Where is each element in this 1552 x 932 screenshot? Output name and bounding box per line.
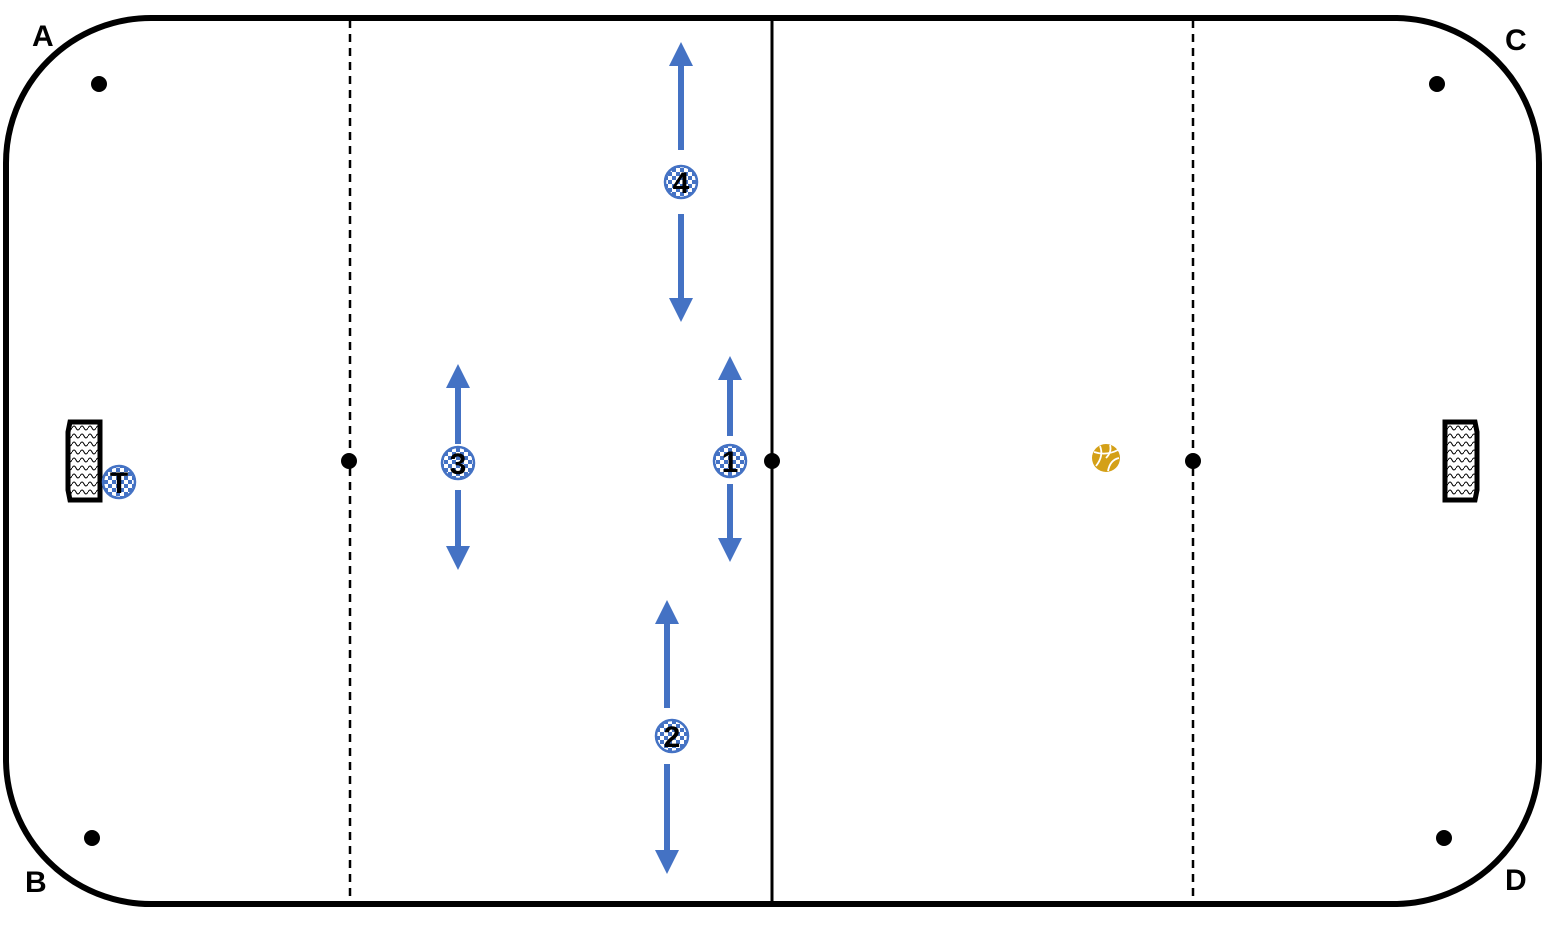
ball-icon[interactable]	[1092, 444, 1120, 472]
player-label: T	[110, 467, 128, 500]
marker-dots	[84, 76, 1452, 846]
player-label: 4	[673, 167, 690, 200]
player-1[interactable]: 1	[712, 443, 748, 479]
corner-label-c: C	[1505, 24, 1527, 57]
marker-dot-icon	[84, 830, 100, 846]
goal-icon	[65, 419, 103, 503]
corner-label-d: D	[1505, 864, 1527, 897]
corner-label-a: A	[32, 20, 54, 53]
player-2[interactable]: 2	[654, 718, 690, 754]
movement-arrows	[446, 42, 742, 874]
player-3[interactable]: 3	[440, 445, 476, 481]
marker-dot-icon	[1436, 830, 1452, 846]
goal-icon	[1442, 419, 1480, 503]
player-label: 2	[664, 721, 681, 754]
marker-dot-icon	[764, 453, 780, 469]
corner-label-b: B	[25, 866, 47, 899]
player-goalkeeper[interactable]: T	[101, 464, 137, 500]
marker-dot-icon	[341, 453, 357, 469]
marker-dot-icon	[1429, 76, 1445, 92]
player-label: 1	[722, 446, 739, 479]
marker-dot-icon	[91, 76, 107, 92]
marker-dot-icon	[1185, 453, 1201, 469]
player-label: 3	[450, 448, 467, 481]
player-4[interactable]: 4	[663, 164, 699, 200]
